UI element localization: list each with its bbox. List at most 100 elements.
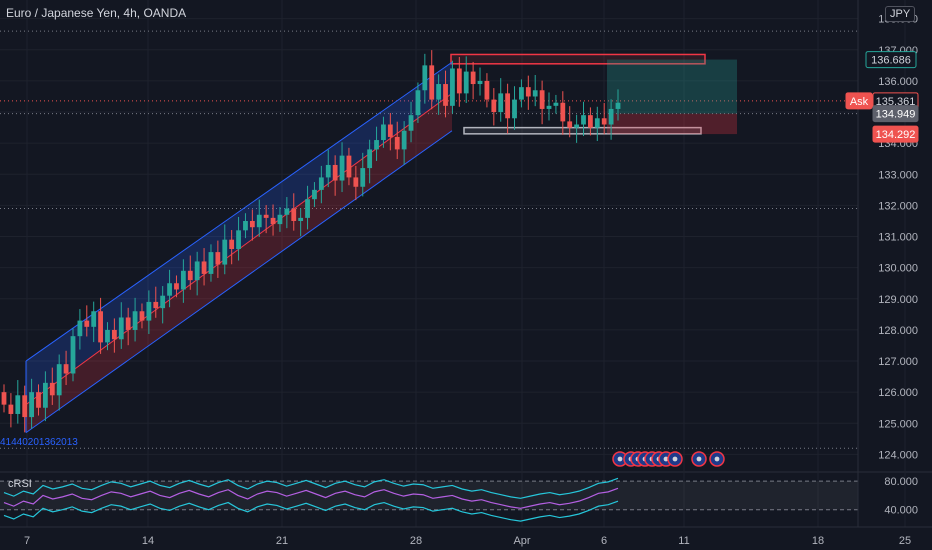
candle [56, 354, 62, 411]
candle-body [394, 136, 400, 150]
candle-body [180, 270, 186, 290]
candle-body [298, 217, 304, 221]
candle [1, 384, 7, 413]
candle [105, 322, 110, 351]
candle-body [70, 336, 76, 374]
candle-body [415, 90, 421, 116]
candles [1, 50, 621, 433]
y-tick-label: 133.000 [878, 169, 918, 181]
event-markers[interactable] [612, 451, 725, 467]
candle-body [429, 65, 435, 100]
candle-body [525, 87, 531, 97]
candle [608, 99, 614, 140]
candle-body [277, 214, 283, 225]
candle-body [49, 382, 55, 396]
candle [215, 240, 221, 278]
candle-body [215, 252, 221, 265]
candle [70, 328, 76, 382]
symbol-title: Euro / Japanese Yen, 4h, OANDA [6, 6, 187, 20]
candle [312, 182, 317, 207]
price-axis[interactable]: 124.000 125.000 126.000 127.000 128.000 129.0… [857, 0, 918, 527]
candle [91, 301, 97, 343]
candle [305, 185, 310, 230]
svg-text:134.292: 134.292 [876, 129, 916, 141]
channel-upper-line [25, 61, 453, 362]
candle-body [15, 395, 21, 414]
time-axis[interactable]: 7 14 21 28 Apr 6 11 18 25 [0, 526, 932, 547]
x-tick-label: 14 [142, 535, 154, 547]
candle-body [574, 124, 580, 128]
candle [291, 193, 297, 231]
candle [111, 318, 117, 353]
y-tick-label: 132.000 [878, 200, 918, 212]
candle [222, 224, 228, 275]
candle-body [346, 155, 352, 178]
candle [208, 244, 214, 282]
candle [146, 290, 152, 334]
y-tick-label: 131.000 [878, 232, 918, 244]
candle [429, 50, 435, 110]
candle [574, 114, 580, 143]
candle [263, 205, 269, 234]
candle-body [291, 208, 297, 221]
candle [484, 73, 490, 108]
candle [139, 303, 145, 329]
candle [153, 286, 159, 318]
candle [277, 206, 283, 232]
candle [401, 121, 407, 165]
candle-body [91, 311, 97, 327]
candle-body [146, 301, 152, 321]
candle [118, 302, 124, 349]
rsi-level-label: 40.000 [884, 505, 918, 517]
candle [201, 248, 207, 286]
currency-badge[interactable]: JPY [885, 6, 916, 22]
candle [8, 393, 14, 428]
candle [553, 94, 559, 114]
x-tick-label: 7 [24, 535, 30, 547]
candle [615, 89, 621, 121]
candle-body [470, 71, 476, 85]
candle [588, 107, 593, 136]
indicator-name: cRSI [8, 478, 32, 490]
candle [125, 307, 131, 346]
candle-body [29, 392, 34, 418]
candle [42, 371, 48, 422]
resistance-zone [450, 53, 706, 65]
event-marker-icon [709, 451, 725, 467]
candle-body [256, 214, 262, 228]
candle-body [532, 90, 538, 97]
candle-body [118, 317, 124, 340]
target-price-badge: 136.686 [865, 51, 917, 69]
candle [167, 269, 172, 308]
candle [160, 286, 166, 324]
candle [470, 61, 476, 100]
candle-body [353, 177, 359, 187]
candle-body [512, 99, 517, 119]
candle [298, 208, 304, 237]
candle-body [249, 220, 255, 228]
candle [463, 56, 469, 104]
y-tick-label: 136.000 [878, 76, 918, 88]
candle-body [443, 84, 448, 106]
candle [436, 74, 442, 115]
rsi-pane [0, 477, 858, 522]
candle-body [56, 364, 62, 396]
svg-text:136.686: 136.686 [871, 55, 911, 67]
candle-body [560, 102, 566, 122]
candle [63, 350, 69, 386]
candle-body [477, 80, 483, 85]
candle [229, 230, 235, 265]
candle-body [325, 164, 331, 178]
candle-body [153, 301, 159, 309]
candle-body [608, 108, 614, 125]
candle-body [332, 164, 338, 181]
candle-body [553, 102, 559, 106]
candle [270, 204, 276, 236]
candle-body [539, 90, 545, 109]
rsi-lower-band [3, 500, 619, 522]
candle-body [8, 404, 14, 414]
y-tick-label: 124.000 [878, 449, 918, 461]
